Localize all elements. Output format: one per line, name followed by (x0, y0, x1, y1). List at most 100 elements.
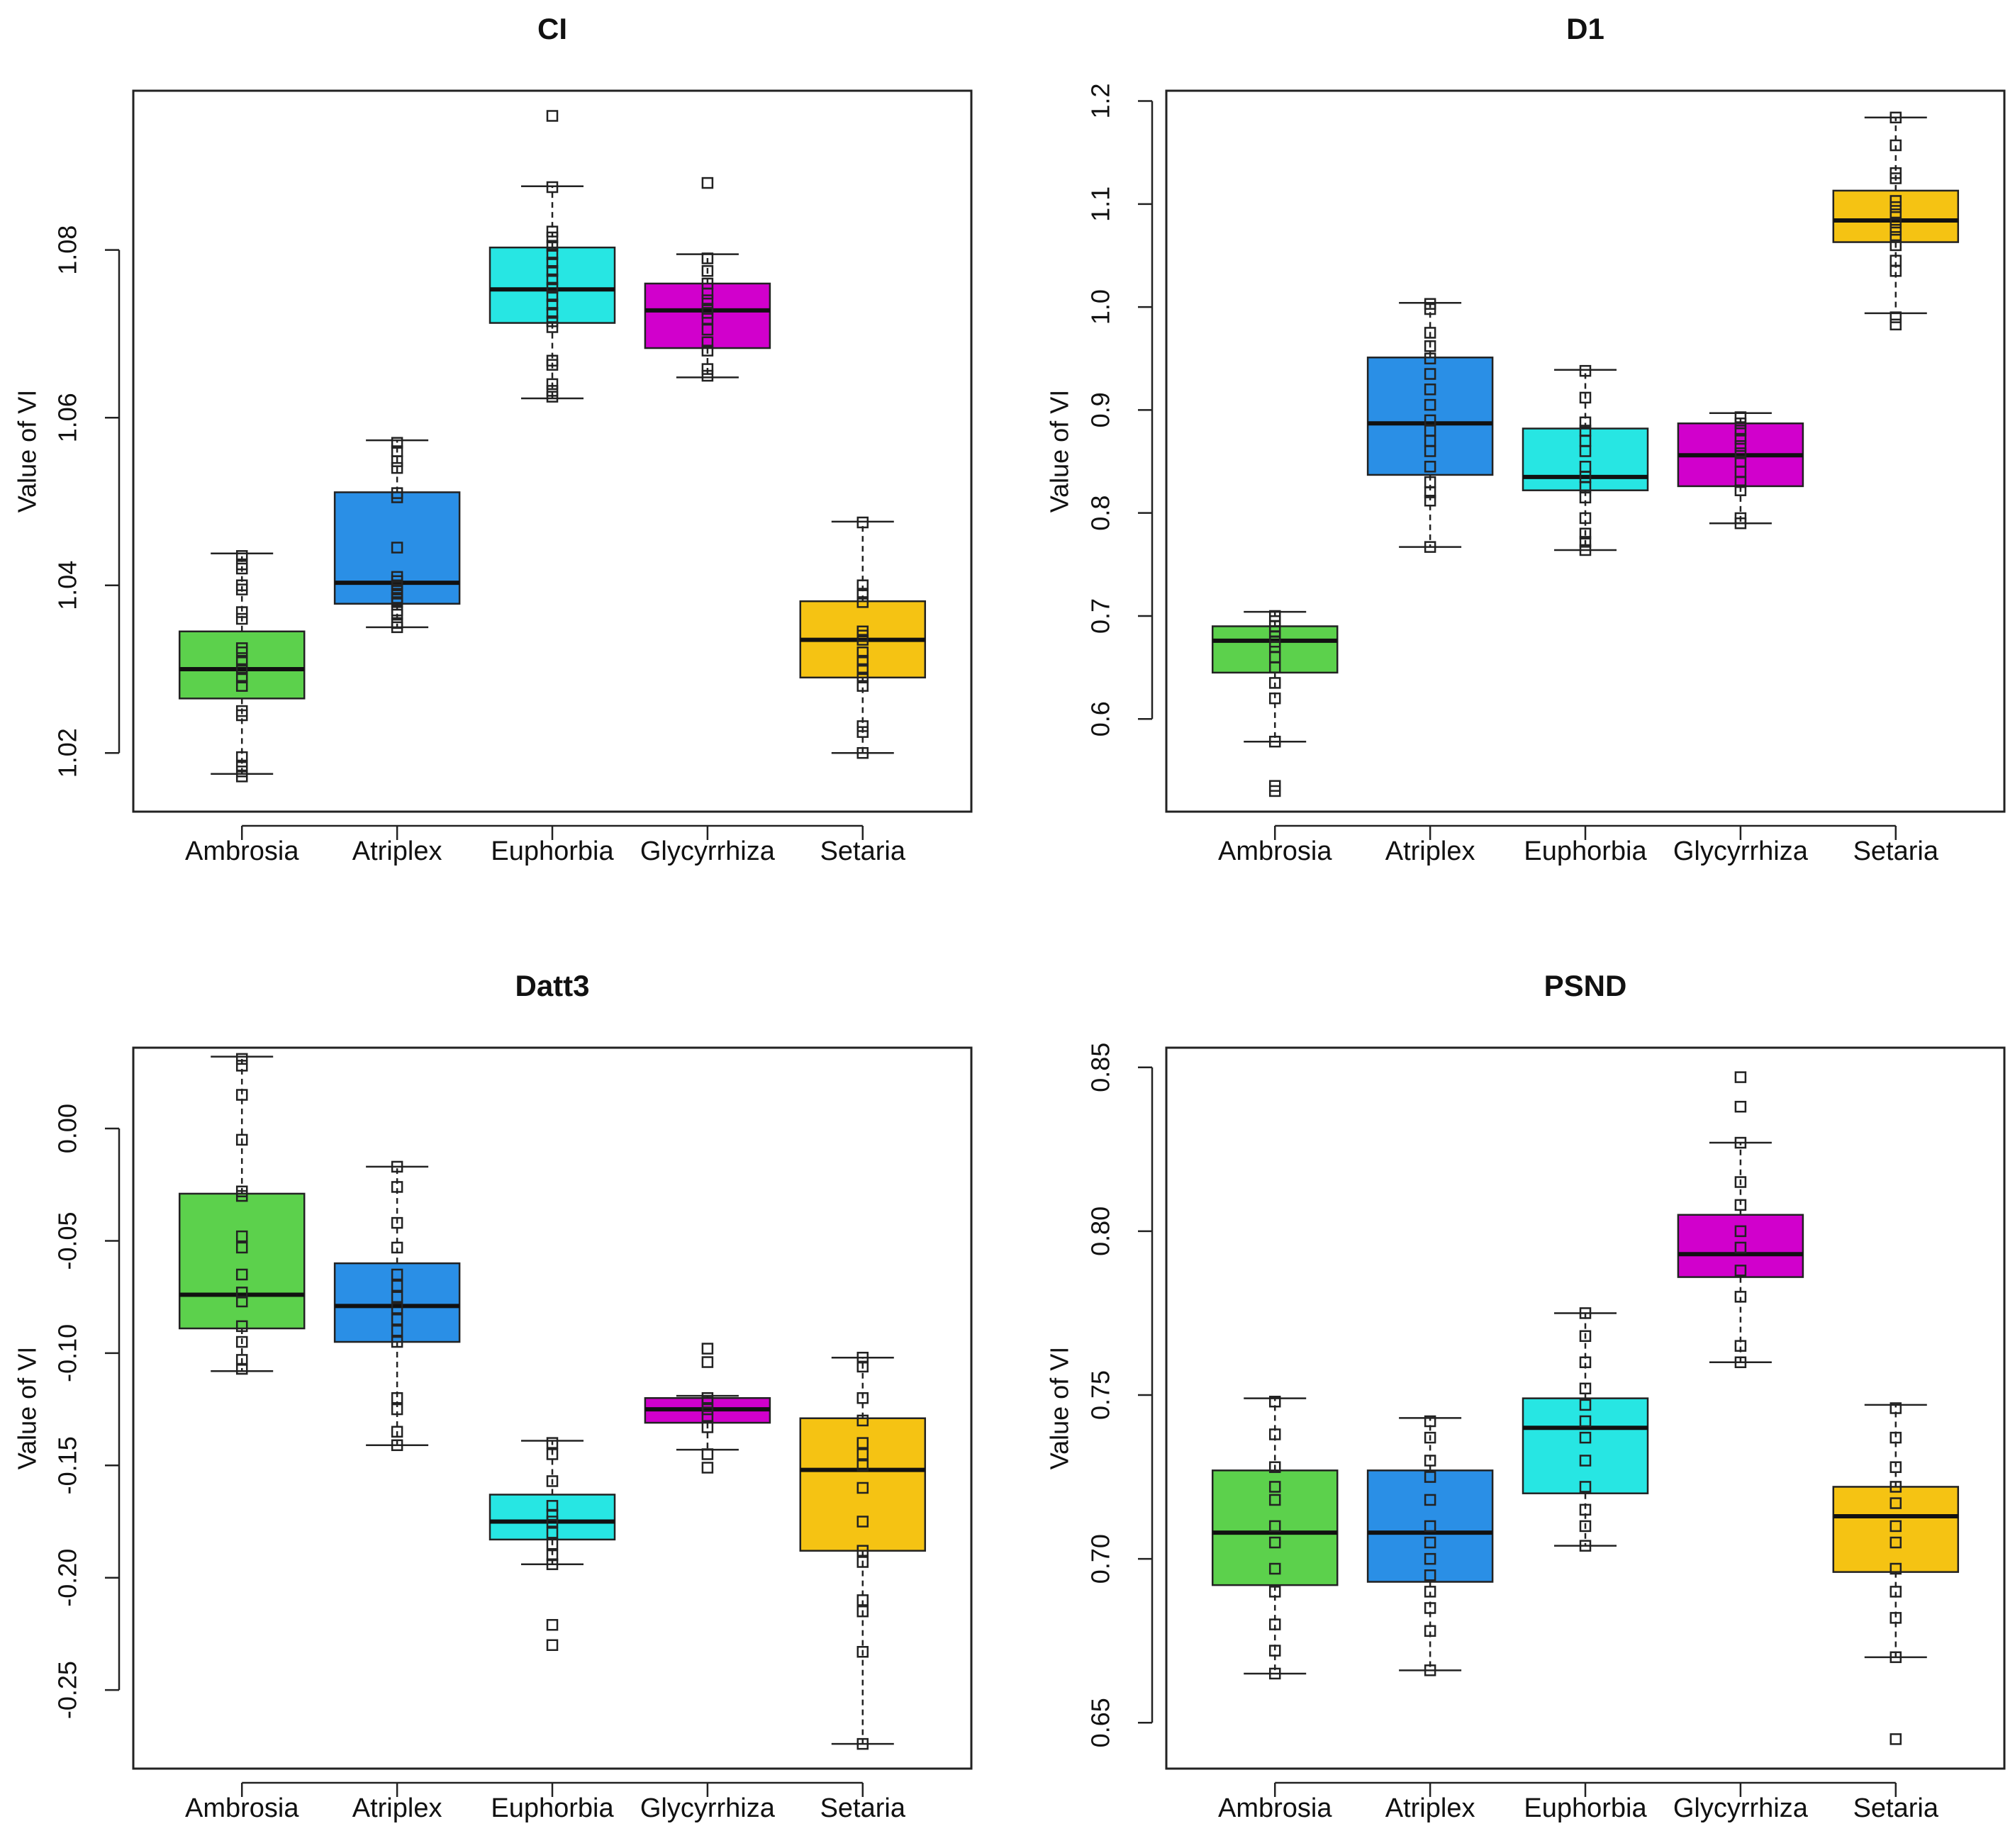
data-point (1890, 1520, 1902, 1533)
data-point (701, 1462, 714, 1474)
data-point (701, 252, 714, 264)
data-point (856, 671, 869, 684)
data-point (546, 181, 559, 194)
data-point (1268, 1520, 1281, 1533)
y-tick-label: 0.9 (1086, 392, 1115, 427)
x-category-label: Atriplex (352, 1793, 442, 1823)
box-atriplex (333, 1160, 461, 1452)
data-point (856, 680, 869, 692)
data-point (701, 294, 714, 306)
box-glycyrrhiza (644, 177, 771, 382)
y-tick-label: 1.0 (1086, 289, 1115, 325)
data-point (1424, 352, 1436, 364)
data-point (391, 1279, 403, 1292)
data-point (235, 759, 248, 772)
y-axis-label: Value of VI (1045, 1347, 1074, 1469)
data-point (1579, 1431, 1592, 1444)
data-point (546, 321, 559, 333)
data-point (235, 680, 248, 692)
data-point (391, 1216, 403, 1229)
y-axis-label: Value of VI (13, 390, 42, 513)
data-point (1890, 223, 1902, 236)
data-point (1734, 1225, 1747, 1238)
data-point (391, 1439, 403, 1452)
box-glycyrrhiza (1677, 1071, 1804, 1369)
data-point (856, 1594, 869, 1606)
data-point (391, 1335, 403, 1348)
data-point (235, 1268, 248, 1281)
y-tick-label: -0.25 (53, 1661, 82, 1719)
box-glycyrrhiza (1677, 411, 1804, 530)
data-point (546, 1639, 559, 1651)
chart-title: CI (537, 12, 567, 45)
data-point (1424, 461, 1436, 473)
iqr-box (1522, 1397, 1649, 1494)
data-point (546, 298, 559, 310)
y-tick-label: 1.02 (53, 728, 82, 778)
box-setaria (1832, 1402, 1960, 1745)
box-atriplex (1366, 1415, 1494, 1676)
y-axis-label: Value of VI (1045, 390, 1074, 513)
data-point (1734, 432, 1747, 445)
x-category-label: Atriplex (1385, 836, 1475, 866)
data-point (1424, 1536, 1436, 1549)
data-point (1890, 111, 1902, 124)
data-point (1424, 1552, 1436, 1565)
iqr-box (1211, 625, 1339, 674)
data-point (1890, 1651, 1902, 1664)
data-point (1579, 1382, 1592, 1395)
data-point (856, 516, 869, 529)
data-point (856, 588, 869, 600)
data-point (1268, 1396, 1281, 1408)
data-point (1890, 1497, 1902, 1509)
data-point (546, 265, 559, 277)
data-point (391, 542, 403, 554)
y-tick-label: 0.70 (1086, 1534, 1115, 1584)
x-category-label: Atriplex (352, 836, 442, 866)
data-point (1424, 340, 1436, 352)
plot-frame (132, 1046, 973, 1770)
data-point (856, 1437, 869, 1449)
data-point (1890, 1536, 1902, 1549)
y-tick-label: 0.65 (1086, 1698, 1115, 1747)
iqr-box (333, 491, 461, 605)
data-point (1890, 311, 1902, 323)
plot-frame (1165, 89, 2006, 813)
y-tick-label: 1.2 (1086, 84, 1115, 119)
iqr-box (1832, 189, 1960, 243)
data-point (856, 1516, 869, 1528)
data-point (235, 765, 248, 778)
data-point (1890, 1461, 1902, 1473)
data-point (1268, 1494, 1281, 1506)
x-category-label: Ambrosia (185, 836, 299, 866)
data-point (1734, 418, 1747, 430)
data-point (856, 1460, 869, 1472)
box-euphorbia (489, 110, 616, 403)
data-point (235, 1295, 248, 1308)
x-category-label: Euphorbia (491, 836, 614, 866)
iqr-box (1677, 1214, 1804, 1278)
data-point (391, 1324, 403, 1337)
data-point (1579, 1503, 1592, 1516)
data-point (235, 751, 248, 763)
x-category-label: Atriplex (1385, 1793, 1475, 1823)
data-point (1268, 1667, 1281, 1680)
data-point (1424, 1520, 1436, 1533)
data-point (235, 1241, 248, 1254)
data-point (546, 315, 559, 327)
data-point (1734, 455, 1747, 468)
data-point (235, 642, 248, 654)
data-point (1424, 414, 1436, 427)
data-point (1734, 1291, 1747, 1303)
box-ambrosia (178, 1053, 306, 1375)
data-point (856, 646, 869, 659)
data-point (701, 363, 714, 375)
y-tick-label: 0.6 (1086, 701, 1115, 737)
data-point (1890, 1562, 1902, 1575)
y-tick-label: 1.1 (1086, 186, 1115, 222)
x-category-label: Glycyrrhiza (640, 1793, 776, 1823)
x-category-label: Ambrosia (1218, 836, 1332, 866)
data-point (546, 290, 559, 302)
x-category-label: Setaria (1853, 836, 1939, 866)
data-point (546, 1527, 559, 1539)
